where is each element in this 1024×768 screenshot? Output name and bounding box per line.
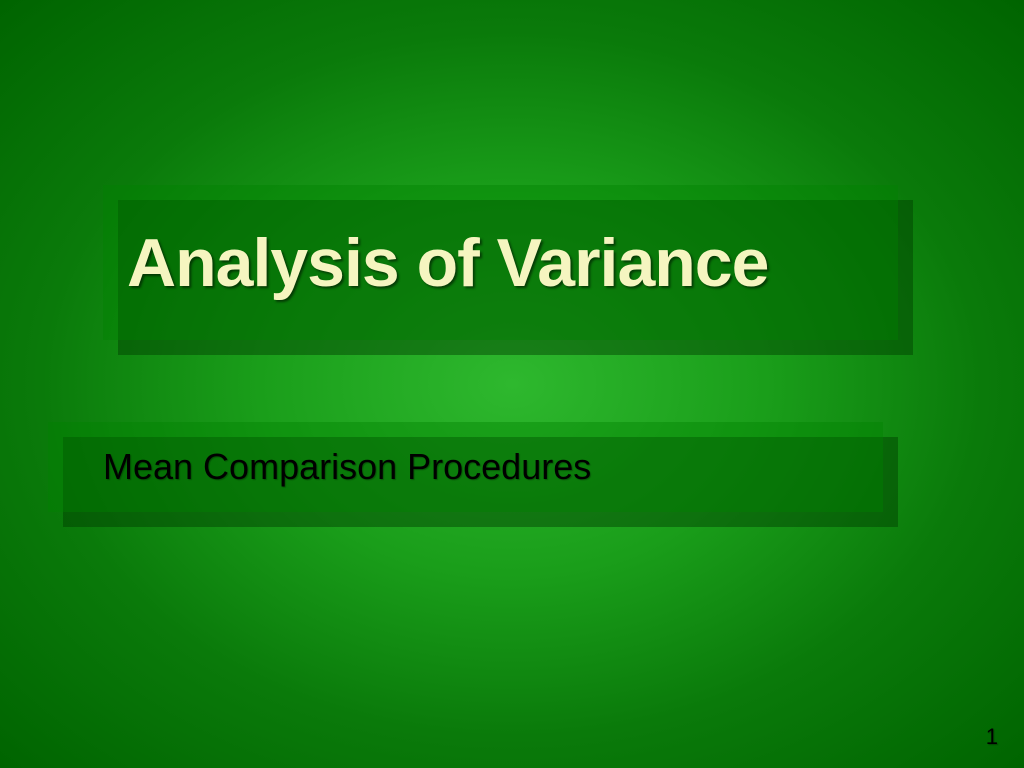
- subtitle-block: Mean Comparison Procedures: [48, 422, 883, 512]
- slide-title: Analysis of Variance: [127, 224, 768, 302]
- slide-subtitle: Mean Comparison Procedures: [103, 446, 591, 488]
- page-number: 1: [986, 724, 998, 750]
- title-block: Analysis of Variance: [103, 185, 898, 340]
